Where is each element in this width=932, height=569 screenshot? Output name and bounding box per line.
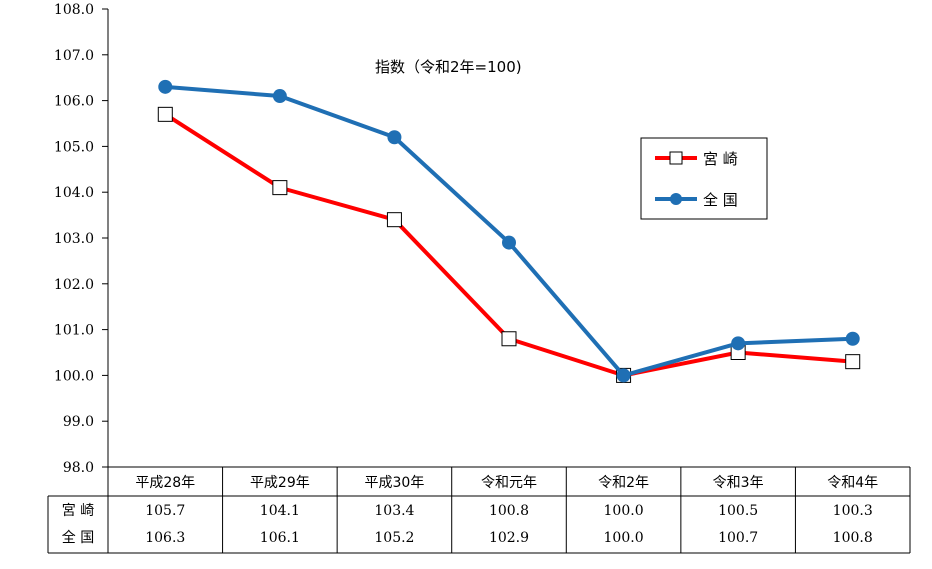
data-point (272, 89, 287, 104)
data-point (845, 331, 860, 346)
x-category-label: 令和3年 (713, 475, 764, 491)
x-category-label: 令和2年 (598, 475, 649, 491)
legend-marker (669, 151, 683, 165)
data-label: 100.7 (718, 530, 758, 546)
data-point (386, 212, 402, 228)
table-row-header: 宮 崎 (62, 503, 94, 519)
data-label: 106.1 (260, 530, 300, 546)
x-category-label: 平成30年 (365, 475, 425, 491)
series-2 (158, 79, 860, 383)
y-tick-label: 105.0 (54, 139, 94, 155)
chart-annotation: 指数（令和2年=100) (375, 58, 522, 76)
data-point (272, 180, 288, 196)
data-label: 104.1 (260, 503, 300, 519)
x-category-label: 令和元年 (481, 475, 537, 491)
legend-label: 全 国 (703, 191, 738, 209)
y-tick-label: 102.0 (54, 277, 94, 293)
y-tick-label: 101.0 (54, 323, 94, 339)
legend-box (640, 137, 768, 220)
data-point (616, 368, 631, 383)
data-label: 103.4 (374, 503, 414, 519)
data-label: 105.2 (374, 530, 414, 546)
y-tick-label: 108.0 (54, 2, 94, 18)
data-point (731, 336, 746, 351)
data-point (502, 235, 516, 250)
data-label: 100.8 (833, 530, 873, 546)
data-label: 100.0 (604, 530, 644, 546)
data-point (387, 130, 402, 145)
data-label: 100.3 (833, 503, 873, 519)
series-layer (157, 79, 861, 383)
y-tick-label: 106.0 (54, 94, 94, 110)
x-category-label: 平成29年 (250, 475, 310, 491)
y-tick-label: 100.0 (54, 368, 94, 384)
legend: 宮 崎全 国 (640, 137, 768, 220)
x-category-label: 令和4年 (827, 475, 878, 491)
y-tick-label: 103.0 (54, 231, 94, 247)
data-label: 102.9 (489, 530, 529, 546)
table-row-header: 全 国 (62, 529, 94, 546)
data-label: 105.7 (145, 503, 185, 519)
data-point (501, 331, 517, 347)
y-tick-label: 104.0 (54, 185, 94, 201)
legend-label: 宮 崎 (703, 150, 738, 168)
data-label: 106.3 (145, 530, 185, 546)
data-label: 100.8 (489, 503, 529, 519)
y-axis: 98.0 99.0 100.0 101.0 102.0 103.0 104.0 105.0 10… (54, 2, 109, 553)
data-point (158, 79, 173, 94)
y-tick-label: 98.0 (63, 460, 94, 476)
data-point (157, 106, 173, 122)
y-tick-label: 99.0 (63, 414, 94, 430)
x-category-label: 平成28年 (135, 475, 195, 491)
y-tick-label: 107.0 (54, 48, 94, 64)
legend-marker (670, 193, 682, 205)
data-point (845, 354, 861, 370)
data-label: 100.5 (718, 503, 758, 519)
data-label: 100.0 (604, 503, 644, 519)
